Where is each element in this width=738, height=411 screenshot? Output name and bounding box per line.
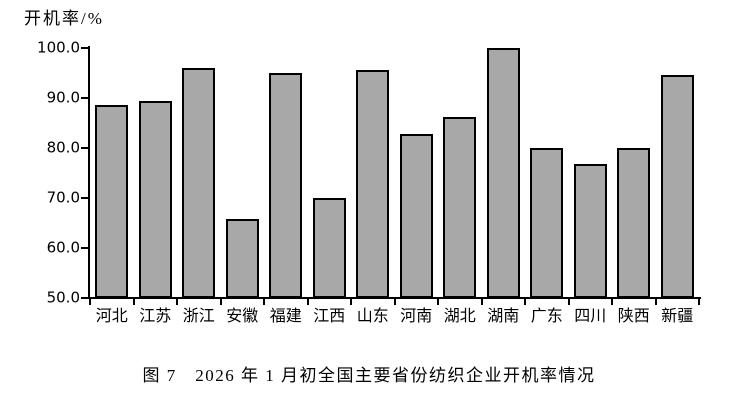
bar-江西: [312, 197, 346, 298]
y-tick-label: 50.0: [46, 288, 80, 307]
bar-福建: [269, 72, 303, 298]
x-tick-mark: [350, 298, 352, 305]
bar-新疆: [660, 74, 694, 298]
x-tick-label-山东: 山东: [356, 308, 389, 325]
x-tick-label-江苏: 江苏: [139, 308, 172, 325]
x-tick-label-江西: 江西: [313, 308, 346, 325]
y-axis-title: 开机率/%: [24, 9, 104, 28]
y-tick-mark: [81, 146, 89, 149]
bar-陕西: [617, 147, 651, 298]
x-tick-label-新疆: 新疆: [661, 308, 694, 325]
y-tick-mark: [81, 246, 89, 249]
x-tick-mark: [567, 298, 570, 305]
bar-江苏: [138, 100, 172, 298]
x-tick-label-湖南: 湖南: [487, 308, 520, 325]
bar-湖南: [486, 47, 520, 298]
bar-四川: [573, 164, 607, 298]
bar-广东: [530, 147, 564, 298]
bar-河南: [399, 134, 433, 298]
x-tick-mark: [524, 298, 526, 305]
x-tick-label-广东: 广东: [530, 308, 563, 325]
y-tick-label: 60.0: [46, 238, 80, 257]
y-tick-label: 80.0: [46, 138, 80, 157]
x-tick-mark: [698, 298, 700, 305]
x-tick-mark: [176, 298, 178, 305]
figure-caption: 图 7 2026 年 1 月初全国主要省份纺织企业开机率情况: [142, 366, 596, 385]
bar-安徽: [225, 218, 259, 298]
x-tick-mark: [611, 298, 613, 305]
x-tick-mark: [393, 298, 396, 305]
y-tick-label: 100.0: [37, 38, 80, 56]
x-tick-mark: [263, 298, 265, 305]
bar-湖北: [443, 116, 477, 298]
x-tick-mark: [219, 298, 222, 305]
x-tick-label-陕西: 陕西: [617, 308, 650, 325]
x-tick-mark: [480, 298, 483, 305]
x-axis-line: [88, 297, 701, 299]
x-tick-label-湖北: 湖北: [443, 308, 476, 325]
x-tick-label-福建: 福建: [269, 308, 302, 325]
y-tick-label: 90.0: [46, 88, 80, 107]
y-axis-line: [88, 46, 90, 299]
x-tick-mark: [89, 298, 91, 305]
x-tick-mark: [132, 298, 135, 305]
x-tick-mark: [306, 298, 309, 305]
bar-河北: [95, 104, 129, 298]
x-tick-label-安徽: 安徽: [226, 308, 259, 325]
x-tick-label-河北: 河北: [95, 308, 128, 325]
y-tick-mark: [81, 297, 89, 299]
x-tick-label-河南: 河南: [400, 308, 433, 325]
bar-山东: [356, 69, 390, 298]
x-tick-label-浙江: 浙江: [182, 308, 215, 325]
y-tick-mark: [81, 196, 89, 199]
x-tick-mark: [437, 298, 439, 305]
y-tick-mark: [81, 96, 89, 99]
x-tick-mark: [654, 298, 657, 305]
bar-浙江: [182, 67, 216, 298]
x-tick-label-四川: 四川: [574, 308, 607, 325]
y-tick-label: 70.0: [46, 188, 80, 207]
y-tick-mark: [81, 46, 89, 49]
